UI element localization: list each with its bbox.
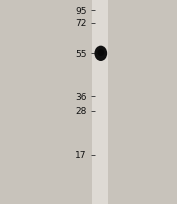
- Text: 28: 28: [75, 107, 87, 116]
- Text: 55: 55: [75, 50, 87, 59]
- Text: 17: 17: [75, 151, 87, 160]
- Text: 72: 72: [75, 19, 87, 28]
- Ellipse shape: [94, 46, 107, 62]
- Bar: [92, 0, 108, 204]
- Text: 95: 95: [75, 7, 87, 16]
- Ellipse shape: [97, 50, 104, 57]
- Text: 36: 36: [75, 92, 87, 101]
